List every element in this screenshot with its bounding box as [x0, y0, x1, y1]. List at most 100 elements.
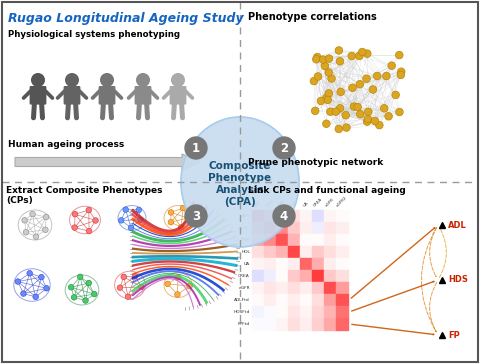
Bar: [288, 258, 300, 269]
Circle shape: [175, 274, 181, 280]
Circle shape: [363, 118, 371, 125]
Bar: [312, 318, 324, 329]
Text: eGFR: eGFR: [324, 197, 336, 208]
Circle shape: [185, 137, 207, 159]
Circle shape: [66, 74, 78, 86]
Bar: [324, 270, 336, 281]
Circle shape: [321, 62, 329, 70]
Circle shape: [185, 215, 191, 221]
Text: HDL: HDL: [289, 199, 299, 208]
Circle shape: [348, 52, 356, 60]
Text: ACY: ACY: [241, 214, 250, 218]
Text: (CPA): (CPA): [224, 197, 256, 207]
Circle shape: [364, 108, 372, 116]
Circle shape: [165, 281, 170, 287]
Circle shape: [121, 274, 127, 280]
Bar: [288, 282, 300, 293]
Circle shape: [325, 55, 333, 63]
Circle shape: [32, 74, 44, 86]
Text: HDL: HDL: [241, 250, 250, 254]
Circle shape: [175, 292, 180, 297]
Circle shape: [313, 53, 321, 61]
Circle shape: [101, 74, 113, 86]
Circle shape: [168, 219, 174, 225]
Circle shape: [83, 298, 88, 303]
Bar: [312, 246, 324, 257]
Bar: [252, 270, 264, 281]
Circle shape: [357, 110, 364, 118]
Ellipse shape: [181, 117, 299, 247]
Bar: [276, 294, 288, 305]
Circle shape: [15, 279, 21, 284]
Text: Composite: Composite: [209, 161, 271, 171]
Bar: [264, 318, 276, 329]
Text: FP: FP: [448, 331, 460, 340]
Circle shape: [396, 108, 403, 116]
Text: CREA: CREA: [238, 274, 250, 278]
Bar: [336, 210, 348, 222]
Bar: [264, 270, 276, 281]
Bar: [276, 318, 288, 329]
Circle shape: [33, 234, 39, 240]
Circle shape: [139, 284, 144, 290]
Text: Phenotype: Phenotype: [208, 173, 272, 183]
Text: Physiological systems phenotyping: Physiological systems phenotyping: [8, 30, 180, 39]
Circle shape: [119, 218, 124, 223]
FancyBboxPatch shape: [135, 87, 151, 104]
Bar: [336, 306, 348, 317]
Bar: [312, 306, 324, 317]
Circle shape: [397, 68, 405, 75]
Circle shape: [397, 71, 405, 79]
Bar: [288, 306, 300, 317]
FancyArrowPatch shape: [352, 324, 434, 335]
FancyArrow shape: [15, 154, 200, 170]
Bar: [300, 318, 312, 329]
FancyBboxPatch shape: [99, 87, 115, 104]
Bar: [264, 234, 276, 245]
Text: CREA: CREA: [312, 197, 324, 208]
Circle shape: [128, 225, 134, 230]
Bar: [288, 210, 300, 222]
Circle shape: [336, 58, 344, 65]
Circle shape: [328, 75, 336, 82]
Text: UA: UA: [244, 262, 250, 266]
Circle shape: [187, 283, 192, 289]
Bar: [324, 246, 336, 257]
Text: ACY: ACY: [254, 199, 262, 208]
Circle shape: [363, 50, 371, 58]
Bar: [300, 222, 312, 233]
Bar: [288, 270, 300, 281]
Text: CysC: CysC: [265, 198, 275, 208]
Circle shape: [21, 291, 26, 296]
Bar: [276, 234, 288, 245]
Text: ADLFtd: ADLFtd: [234, 298, 250, 302]
Circle shape: [179, 224, 184, 230]
Circle shape: [72, 211, 78, 217]
Circle shape: [27, 270, 33, 276]
Circle shape: [312, 55, 320, 63]
Text: Rugao Longitudinal Ageing Study: Rugao Longitudinal Ageing Study: [8, 12, 244, 25]
Text: BMP: BMP: [240, 238, 250, 242]
Circle shape: [336, 104, 344, 112]
Circle shape: [396, 51, 403, 59]
Circle shape: [92, 291, 97, 297]
Circle shape: [86, 280, 92, 286]
Circle shape: [317, 97, 325, 105]
Circle shape: [325, 90, 333, 97]
Bar: [288, 234, 300, 245]
FancyArrowPatch shape: [439, 228, 446, 278]
Bar: [288, 246, 300, 257]
Text: (CPs): (CPs): [6, 196, 33, 205]
Circle shape: [312, 107, 319, 115]
Bar: [252, 210, 264, 222]
Bar: [276, 282, 288, 293]
Circle shape: [356, 80, 364, 88]
FancyArrowPatch shape: [430, 282, 437, 332]
Circle shape: [273, 205, 295, 227]
Circle shape: [30, 211, 36, 217]
Circle shape: [72, 225, 77, 230]
Circle shape: [117, 285, 123, 290]
Text: Phenotype correlations: Phenotype correlations: [248, 12, 377, 22]
Bar: [336, 270, 348, 281]
Circle shape: [68, 284, 74, 290]
